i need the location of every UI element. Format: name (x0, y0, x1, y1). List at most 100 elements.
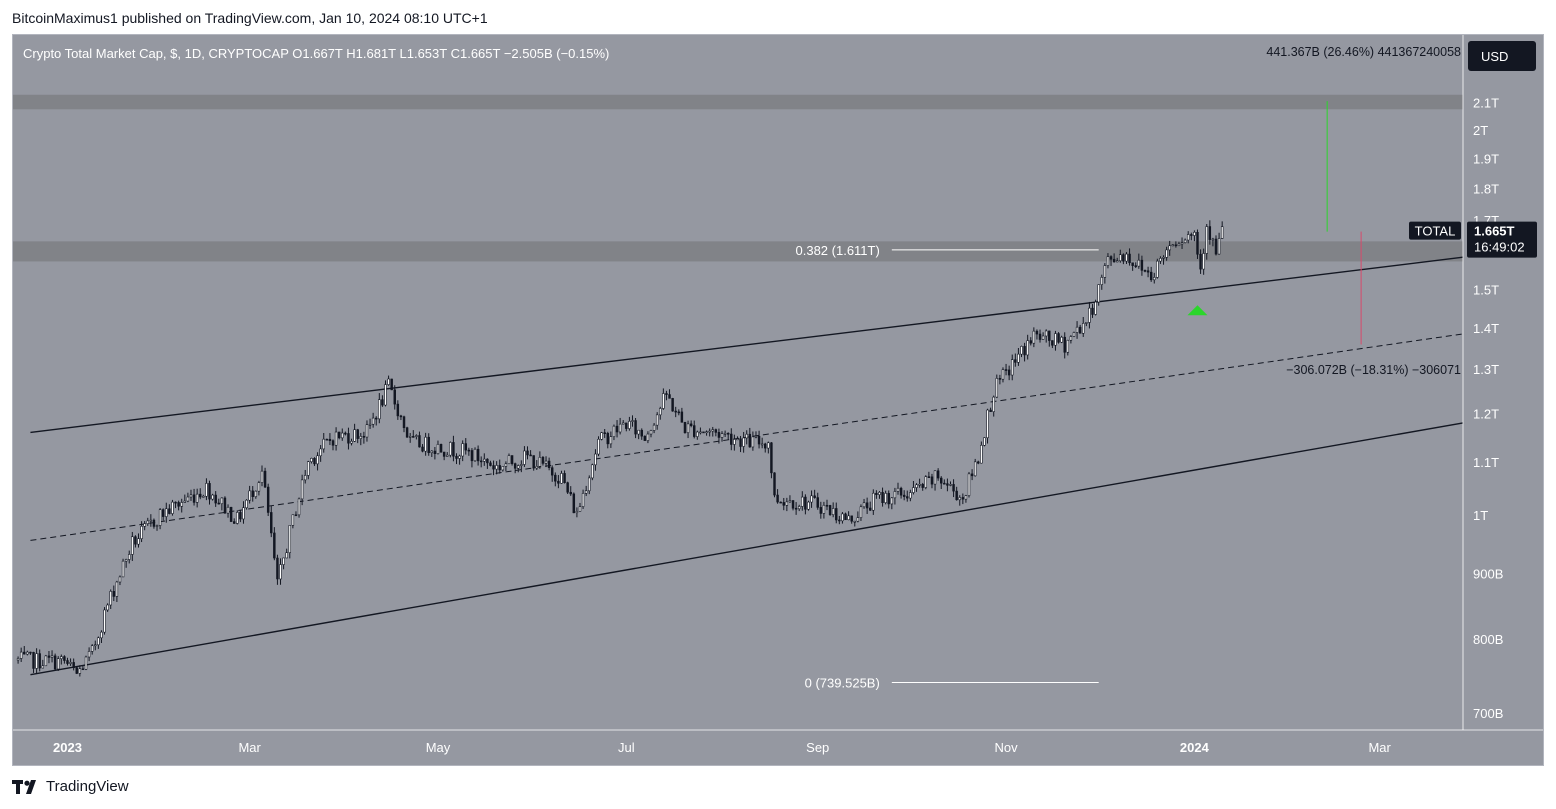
legend-part: 1.665T (460, 46, 504, 61)
candle-body (764, 443, 767, 449)
candle-body (84, 656, 88, 670)
candle-body (359, 436, 363, 439)
candle-body (1193, 231, 1196, 236)
candle-body (439, 444, 443, 453)
candle-body (757, 435, 761, 445)
candle-body (791, 500, 795, 509)
y-tick-label: 2.1T (1473, 96, 1499, 111)
candle-body (850, 515, 853, 522)
candle-body (1094, 301, 1097, 315)
candle-body (683, 421, 687, 434)
x-tick-label: Mar (238, 740, 261, 755)
candle-body (665, 393, 668, 395)
candle-body (868, 507, 872, 511)
candle-body (384, 384, 387, 406)
candle-body (313, 458, 316, 465)
candle-body (26, 651, 29, 655)
candle-body (538, 456, 542, 467)
candle-body (229, 506, 233, 522)
candle-body (865, 502, 869, 509)
candle-body (1054, 333, 1057, 346)
candle-body (192, 494, 196, 503)
candle-body (523, 450, 526, 465)
chart-frame[interactable]: 0.382 (1.611T) 0 (739.525B) 441.367B (26.4… (12, 34, 1544, 766)
candle-body (600, 432, 603, 440)
candle-body (217, 502, 220, 505)
candle-body (584, 490, 588, 494)
candle-body (1186, 234, 1190, 241)
measure-down-label: −306.072B (−18.31%) −306071 (1286, 363, 1461, 377)
x-tick-label: 2024 (1180, 740, 1210, 755)
candle-body (547, 460, 551, 468)
candle-body (535, 466, 539, 469)
candle-body (668, 394, 671, 399)
publish-line: BitcoinMaximus1 published on TradingView… (12, 10, 488, 26)
candle-body (97, 637, 100, 646)
candle-body (550, 467, 554, 476)
candle-body (899, 487, 903, 496)
candle-body (1035, 330, 1039, 335)
candle-body (501, 466, 505, 471)
footer-brand[interactable]: TradingView (12, 778, 129, 795)
candle-body (245, 499, 248, 509)
candle-body (387, 378, 390, 385)
candle-body (986, 409, 989, 439)
candle-body (60, 656, 63, 659)
candle-body (541, 456, 545, 464)
measure-up-label: 441.367B (26.46%) 441367240058 (1266, 45, 1461, 59)
candle-body (223, 497, 227, 514)
candle-body (467, 449, 471, 452)
y-tick-label: 1.1T (1473, 455, 1499, 470)
candle-body (659, 408, 662, 416)
fib-label-0: 0.382 (1.611T) (796, 243, 880, 258)
symbol-legend: Crypto Total Market Cap, $, 1D, CRYPTOCA… (23, 46, 609, 61)
candle-body (180, 502, 183, 507)
candle-body (807, 501, 810, 510)
candle-body (452, 442, 455, 457)
candle-body (693, 425, 696, 437)
chart-svg[interactable]: 0.382 (1.611T) 0 (739.525B) 441.367B (26.4… (13, 35, 1543, 765)
candle-body (1156, 260, 1159, 278)
candle-body (964, 495, 968, 500)
candle-body (337, 431, 341, 439)
candle-body (717, 432, 721, 438)
candle-body (1180, 242, 1184, 245)
candle-body (458, 455, 461, 459)
candle-body (56, 658, 60, 670)
legend-part: −2.505B (−0.15%) (504, 46, 610, 61)
candle-body (32, 651, 35, 669)
candle-body (165, 508, 168, 517)
candle-body (257, 482, 261, 492)
candle-body (492, 465, 495, 470)
candle-body (1103, 265, 1107, 278)
candle-body (1088, 307, 1091, 323)
candle-body (621, 422, 625, 425)
candle-body (770, 442, 773, 474)
legend-part: O (292, 46, 302, 61)
y-tick-label: 1.2T (1473, 407, 1499, 422)
candle-body (479, 460, 483, 463)
candle-body (838, 519, 841, 522)
tradingview-logo-icon (12, 779, 36, 794)
candle-body (300, 479, 304, 500)
candle-body (745, 433, 748, 439)
candle-body (856, 517, 860, 522)
candle-body (331, 440, 335, 446)
candle-body (708, 430, 711, 433)
candle-body (94, 644, 97, 647)
candle-body (421, 446, 424, 452)
candle-body (742, 437, 745, 447)
candle-body (680, 411, 684, 423)
candle-body (254, 490, 258, 497)
footer-brand-text: TradingView (46, 778, 129, 795)
candle-body (1063, 336, 1066, 353)
candle-body (189, 494, 193, 498)
candle-body (649, 430, 653, 435)
x-tick-label: Nov (994, 740, 1018, 755)
candle-body (813, 495, 816, 498)
candle-body (242, 507, 245, 520)
candle-body (1177, 243, 1181, 247)
candle-body (1159, 258, 1162, 262)
candle-body (569, 491, 572, 495)
candle-body (723, 432, 727, 435)
